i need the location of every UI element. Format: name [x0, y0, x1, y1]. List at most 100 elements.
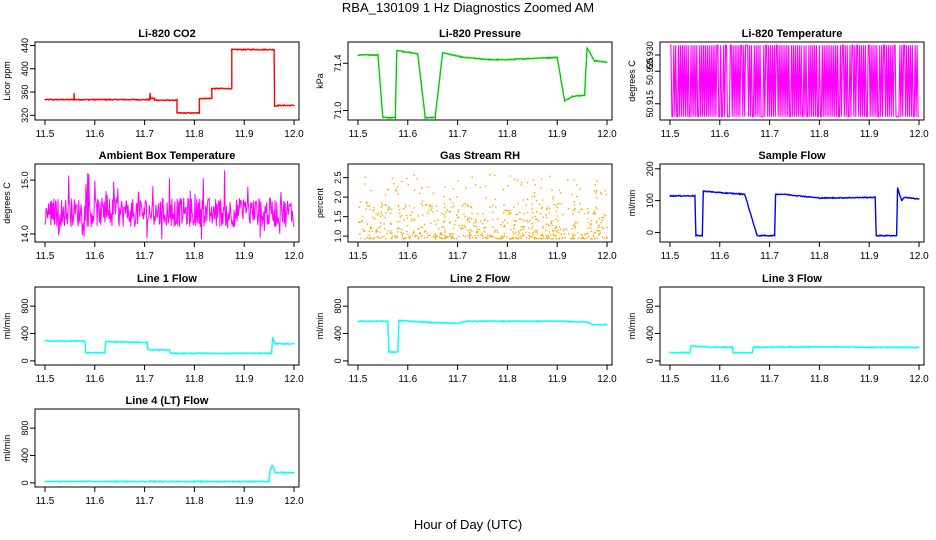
x-tick-label: 12.0 [597, 374, 617, 385]
data-point [274, 472, 276, 474]
series-points [358, 174, 608, 240]
x-tick-label: 12.0 [284, 374, 304, 385]
x-tick-label: 11.8 [185, 251, 204, 262]
data-point [424, 117, 426, 119]
panel-3: Li-820 Temperature 11.5 11.6 11.7 11.8 11.9 12… [627, 28, 929, 140]
data-point [818, 346, 821, 348]
x-tick-label: 11.5 [661, 374, 680, 385]
x-tick-label: 12.0 [597, 129, 617, 140]
data-point [719, 192, 721, 194]
y-tick-label: 1.0 [333, 230, 343, 243]
y-tick-label: 0 [20, 480, 30, 485]
data-point [744, 193, 746, 195]
data-point [594, 60, 596, 62]
x-tick-label: 12.0 [909, 129, 929, 140]
data-point [396, 49, 398, 51]
plot-frame [34, 408, 300, 488]
data-point [271, 464, 273, 466]
data-point [901, 200, 903, 202]
data-point [278, 104, 280, 106]
series-line [357, 319, 608, 354]
x-tick-label: 11.9 [548, 129, 567, 140]
x-tick-label: 11.7 [135, 129, 154, 140]
panel-title: Line 1 Flow [137, 273, 197, 285]
y-axis-label: ml/min [315, 313, 325, 340]
x-tick-label: 11.9 [860, 251, 879, 262]
series-line [670, 44, 919, 118]
x-tick-label: 11.6 [85, 251, 104, 262]
data-point [584, 94, 586, 96]
y-tick-label: 2.0 [333, 191, 343, 204]
y-tick-label: 800 [20, 421, 30, 436]
y-tick-label: 320 [20, 108, 30, 123]
data-point [689, 352, 691, 354]
x-tick-label: 11.8 [498, 129, 517, 140]
y-tick-label: 71.4 [333, 55, 343, 73]
panel-title: Line 2 Flow [450, 273, 510, 285]
x-tick-label: 11.7 [760, 129, 779, 140]
data-point [274, 343, 276, 345]
data-point [875, 235, 877, 237]
panel-8: Line 2 Flow 11.5 11.6 11.7 11.8 11.9 12.0 0 400 8… [315, 273, 617, 385]
y-tick-label: 0 [645, 230, 655, 235]
data-point [491, 59, 494, 61]
panel-10: Line 4 (LT) Flow 11.5 11.6 11.7 11.8 11.9 12.0… [2, 395, 304, 507]
panel-9: Line 3 Flow 11.5 11.6 11.7 11.8 11.9 12.0 0 400 8… [627, 273, 929, 385]
data-point [732, 352, 734, 354]
data-point [84, 340, 86, 342]
y-tick-label: 71.0 [333, 102, 343, 120]
data-point [273, 468, 275, 470]
plot-frame [347, 163, 613, 243]
data-point [168, 349, 171, 351]
data-point [231, 88, 233, 90]
data-point [398, 319, 400, 322]
plot-frame [347, 41, 613, 121]
figure-title: RBA_130109 1 Hz Diagnostics Zoomed AM [341, 0, 595, 15]
y-tick-label: 0 [20, 358, 30, 363]
data-point [271, 352, 273, 354]
data-point [73, 92, 75, 94]
data-point [357, 54, 359, 56]
x-tick-label: 11.9 [860, 374, 879, 385]
x-tick-label: 11.6 [85, 374, 104, 385]
data-point [918, 198, 920, 200]
data-point [149, 92, 151, 94]
plot-frame [34, 41, 300, 121]
x-tick-label: 11.9 [548, 374, 567, 385]
panel-title: Gas Stream RH [440, 150, 520, 162]
y-axis-label: kPa [315, 73, 325, 89]
data-layer [670, 44, 919, 118]
panel-title: Sample Flow [758, 150, 826, 162]
panel-5: Gas Stream RH 11.5 11.6 11.7 11.8 11.9 12.0 1.0… [315, 150, 617, 262]
data-point [44, 99, 46, 101]
data-point [273, 49, 275, 51]
panel-2: Li-820 Pressure 11.5 11.6 11.7 11.8 11.9 12.0 7… [315, 28, 617, 140]
data-point [874, 196, 876, 198]
y-axis-label: ml/min [627, 313, 637, 340]
data-point [556, 56, 558, 59]
y-tick-label: 440 [20, 38, 30, 53]
data-point [903, 196, 905, 198]
data-point [896, 235, 898, 237]
plot-frame [659, 41, 925, 121]
data-layer [44, 170, 295, 240]
x-tick-label: 11.6 [710, 129, 729, 140]
data-point [606, 61, 608, 63]
panel-title: Li-820 CO2 [138, 28, 195, 40]
y-axis-label: ml/min [627, 190, 637, 217]
data-point [44, 340, 46, 342]
data-layer [44, 336, 295, 355]
data-point [783, 193, 786, 195]
data-point [701, 235, 703, 237]
data-point [897, 187, 899, 189]
data-point [269, 470, 271, 472]
data-point [397, 351, 399, 353]
data-point [695, 235, 697, 237]
x-tick-label: 11.9 [860, 129, 879, 140]
data-point [442, 52, 444, 54]
x-tick-label: 11.8 [810, 251, 829, 262]
y-axis-label: ml/min [2, 313, 12, 340]
data-point [586, 47, 588, 49]
panel-1: Li-820 CO2 11.5 11.6 11.7 11.8 11.9 12.0 320 360… [2, 28, 304, 140]
x-tick-label: 11.7 [135, 374, 154, 385]
